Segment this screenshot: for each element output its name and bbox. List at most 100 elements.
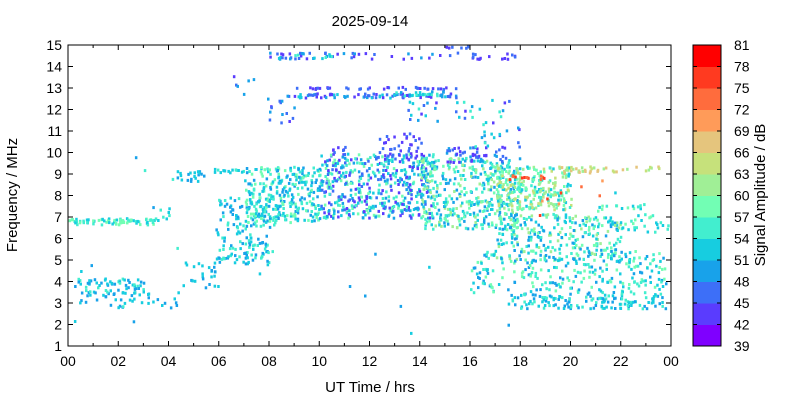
- x-tick-label: 22: [613, 353, 629, 369]
- data-point: [422, 104, 426, 107]
- data-point: [489, 202, 492, 206]
- data-point: [337, 210, 340, 214]
- data-point: [121, 277, 125, 281]
- data-point: [104, 289, 108, 292]
- data-point: [386, 86, 389, 89]
- data-point: [293, 165, 296, 169]
- data-point: [504, 170, 508, 173]
- data-point: [463, 193, 466, 197]
- data-point: [484, 215, 488, 219]
- data-point: [274, 208, 278, 211]
- data-point: [605, 305, 608, 309]
- data-point: [85, 289, 88, 293]
- data-point: [391, 157, 394, 161]
- data-point: [255, 224, 258, 228]
- data-point: [512, 244, 515, 248]
- data-point: [558, 258, 561, 262]
- data-point: [586, 292, 590, 296]
- data-point: [348, 198, 351, 202]
- data-point: [536, 231, 540, 235]
- data-point: [349, 181, 352, 185]
- data-point: [345, 163, 348, 167]
- x-tick-label: 00: [663, 353, 679, 369]
- data-point: [554, 297, 557, 301]
- data-point: [266, 219, 269, 223]
- data-point: [288, 201, 292, 205]
- data-point: [567, 279, 571, 282]
- data-point: [483, 205, 487, 209]
- data-point: [483, 216, 486, 220]
- data-point: [529, 274, 532, 278]
- data-point: [347, 87, 350, 91]
- data-point: [609, 223, 613, 227]
- data-point: [260, 217, 263, 220]
- data-point: [453, 212, 456, 216]
- data-point: [266, 263, 270, 267]
- data-point: [613, 223, 617, 227]
- data-point: [308, 200, 312, 204]
- data-point: [455, 226, 459, 230]
- data-point: [500, 256, 503, 260]
- data-point: [625, 262, 628, 266]
- data-point: [410, 56, 414, 60]
- data-point: [368, 190, 372, 194]
- data-point: [368, 186, 371, 190]
- data-point: [564, 201, 568, 205]
- data-point: [77, 280, 80, 284]
- data-point: [652, 295, 656, 299]
- data-point: [174, 301, 178, 305]
- data-point: [361, 162, 364, 166]
- data-point: [386, 156, 389, 160]
- data-point: [563, 199, 566, 203]
- data-point: [306, 209, 309, 213]
- data-point: [564, 168, 568, 172]
- data-point: [398, 180, 402, 184]
- data-point: [118, 281, 122, 285]
- data-point: [82, 219, 85, 223]
- data-point: [604, 297, 608, 301]
- data-point: [576, 253, 580, 257]
- data-point: [473, 203, 476, 206]
- data-point: [576, 304, 579, 308]
- data-point: [322, 216, 326, 220]
- data-point: [627, 307, 630, 311]
- data-point: [363, 95, 366, 99]
- data-point: [549, 240, 552, 244]
- data-point: [415, 154, 419, 158]
- data-point: [107, 292, 110, 296]
- data-point: [658, 302, 661, 306]
- data-point: [519, 191, 523, 195]
- data-point: [568, 300, 571, 304]
- data-point: [475, 187, 478, 191]
- data-point: [286, 94, 289, 98]
- data-point: [193, 171, 196, 175]
- data-point: [281, 201, 284, 205]
- data-point: [103, 219, 106, 223]
- data-point: [424, 159, 428, 163]
- data-point: [511, 191, 515, 194]
- data-point: [429, 95, 433, 99]
- data-point: [389, 174, 392, 178]
- data-point: [358, 198, 361, 202]
- data-point: [98, 284, 101, 287]
- data-point: [533, 185, 537, 189]
- data-point: [469, 213, 472, 216]
- data-point: [260, 204, 263, 208]
- data-point: [596, 297, 600, 301]
- data-point: [552, 304, 555, 308]
- data-point: [639, 262, 642, 266]
- data-point: [588, 225, 591, 229]
- data-point: [332, 161, 335, 165]
- data-point: [365, 208, 368, 212]
- data-point: [531, 302, 534, 306]
- data-point: [619, 307, 623, 310]
- data-point: [534, 251, 538, 255]
- data-point: [466, 211, 469, 215]
- data-point: [324, 162, 327, 166]
- data-point: [496, 175, 499, 179]
- data-point: [436, 94, 439, 98]
- data-point: [603, 216, 606, 220]
- data-point: [242, 92, 246, 96]
- data-point: [651, 299, 655, 303]
- data-point: [431, 90, 434, 94]
